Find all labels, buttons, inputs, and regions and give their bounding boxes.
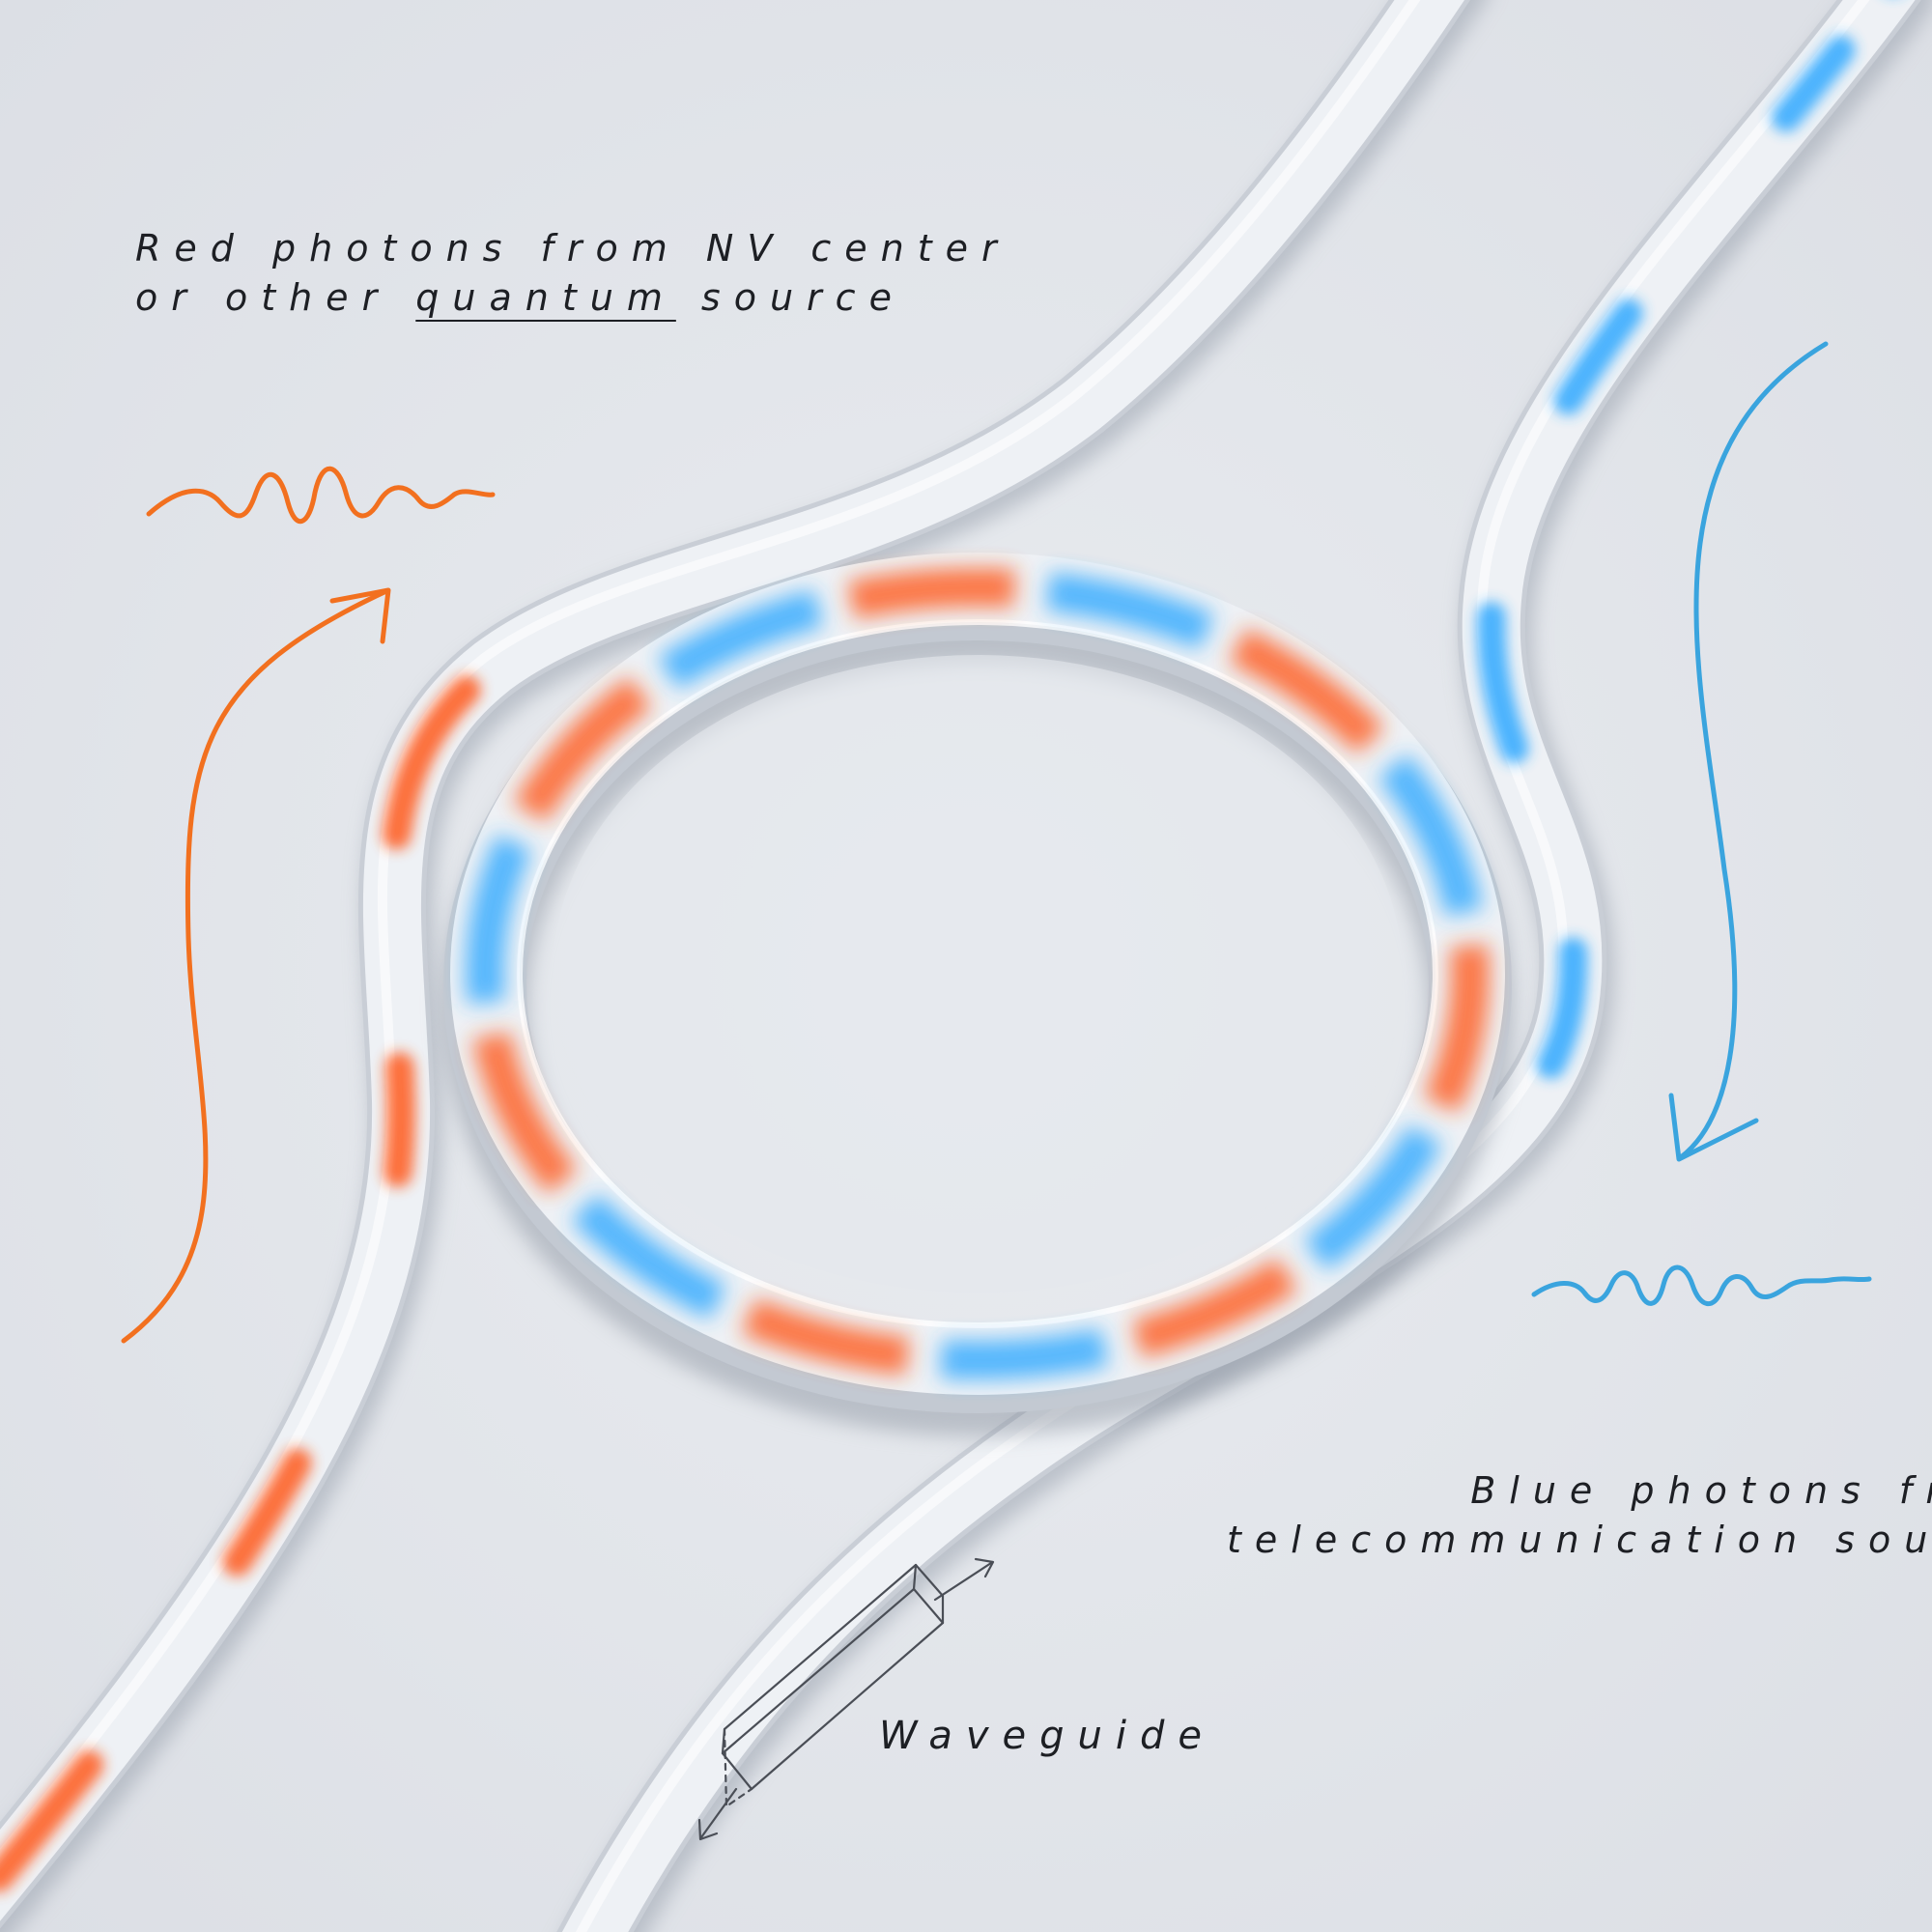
red-annotation-line-2-start: or other (135, 276, 415, 319)
blue-annotation-line-1: Blue photons from (1227, 1466, 1932, 1516)
red-annotation-line-2-end: source (676, 276, 905, 319)
blue-annotation-line-2: telecommunication source (1227, 1516, 1932, 1565)
ring-resonator (485, 587, 1470, 1393)
red-photon-annotation: Red photons from NV center or other quan… (135, 224, 1010, 324)
waveguide-label: Waveguide (879, 1710, 1215, 1762)
blue-photon-annotation: Blue photons from telecommunication sour… (1227, 1466, 1932, 1566)
red-annotation-underlined-word: quantum (415, 276, 676, 319)
red-annotation-line-2: or other quantum source (135, 273, 1010, 323)
red-annotation-line-1: Red photons from NV center (135, 224, 1010, 273)
